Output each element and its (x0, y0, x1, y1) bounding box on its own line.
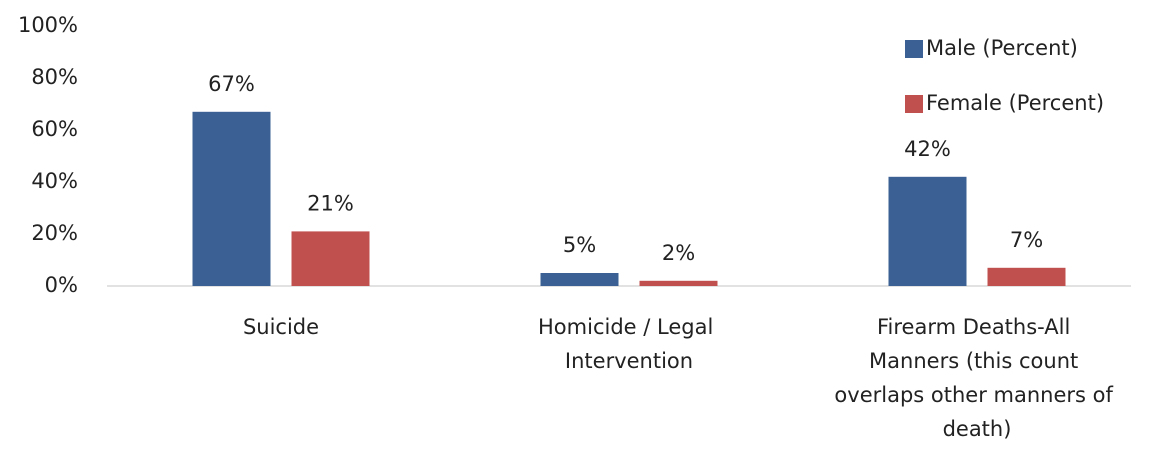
y-tick-label: 20% (31, 221, 78, 245)
bar (540, 273, 619, 286)
data-label: 2% (662, 241, 695, 265)
legend-swatch (905, 40, 923, 58)
x-tick-label: Homicide / Legal Intervention (538, 315, 720, 373)
data-label: 21% (307, 191, 354, 215)
data-label: 7% (1010, 228, 1043, 252)
data-label: 67% (208, 72, 255, 96)
bar (888, 176, 967, 286)
bar (639, 280, 718, 286)
legend-swatch (905, 95, 923, 113)
y-tick-label: 100% (18, 13, 78, 37)
y-tick-label: 60% (31, 117, 78, 141)
bar (192, 111, 271, 286)
x-tick-label: Firearm Deaths-All Manners (this count o… (834, 315, 1119, 441)
data-label: 42% (904, 137, 951, 161)
bar (987, 267, 1066, 286)
y-tick-label: 40% (31, 169, 78, 193)
data-label: 5% (563, 233, 596, 257)
x-tick-label: Suicide (243, 315, 319, 339)
y-tick-label: 80% (31, 65, 78, 89)
legend-label: Male (Percent) (926, 36, 1078, 60)
bar (291, 231, 370, 286)
y-tick-label: 0% (45, 273, 78, 297)
legend-label: Female (Percent) (926, 91, 1104, 115)
